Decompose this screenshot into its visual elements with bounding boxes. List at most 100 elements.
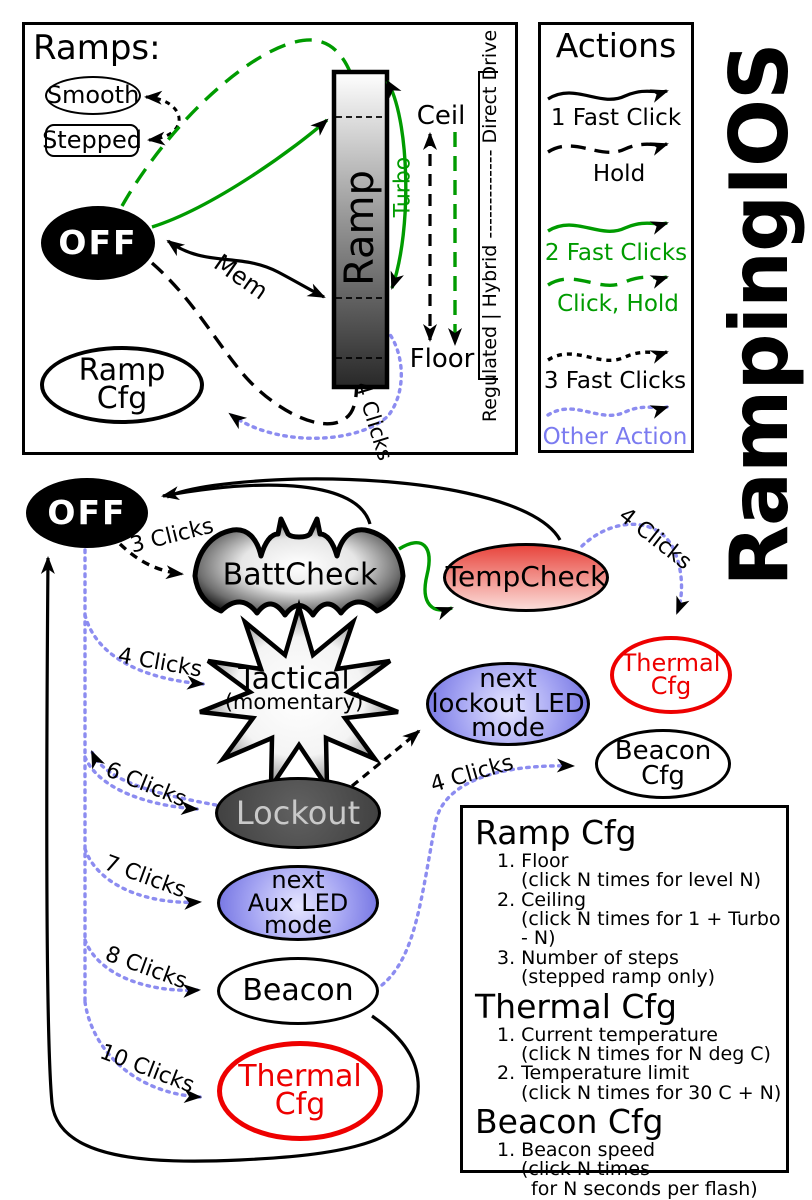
tactical-label: Tactical <box>238 661 350 697</box>
ramps-box-title: Ramps: <box>33 28 161 68</box>
legend-wave-clickhold <box>547 275 669 289</box>
ramp-cfg-line2: Cfg <box>96 381 148 416</box>
state-tempcheck: TempCheck <box>443 543 609 612</box>
arrow-lockout-to-nextlockoutmode <box>350 729 421 788</box>
legend-label-otheraction: Other Action <box>542 424 688 450</box>
state-thermal-cfg-right: Thermal Cfg <box>610 636 732 714</box>
config-heading-thermal: Thermal Cfg <box>475 986 677 1026</box>
legend-label-1fastclick: 1 Fast Click <box>550 105 682 131</box>
state-thermal-cfg-bottom: Thermal Cfg <box>217 1041 383 1141</box>
arrow-turbo-arc <box>385 79 408 290</box>
config-sub: (click N times <box>521 1158 650 1181</box>
arrow-4clicks-off-to-tactical <box>83 613 205 690</box>
state-lockout: Lockout <box>215 777 381 849</box>
arrow-6clicks-off-to-lockout <box>83 755 199 815</box>
legend-label-hold: Hold <box>592 161 646 187</box>
config-item: 2. Ceiling <box>497 888 587 911</box>
state-next-lockout-led-mode: next lockout LED mode <box>426 662 590 746</box>
battcheck-label: BattCheck <box>222 557 378 593</box>
actions-box <box>538 22 694 453</box>
legend-wave-otheraction <box>546 405 669 419</box>
turbo-label: Turbo <box>390 156 416 218</box>
state-beacon: Beacon <box>217 957 379 1025</box>
next-lockout-line1: next <box>479 663 537 694</box>
config-sub: (stepped ramp only) <box>521 966 716 989</box>
arrow-battcheck-to-off <box>161 483 372 525</box>
thermal-cfg-right-line1: Thermal <box>621 649 721 678</box>
thermal-cfg-bottom-line2: Cfg <box>274 1087 326 1122</box>
legend-wave-hold <box>547 142 669 156</box>
config-item: 2. Temperature limit <box>497 1062 690 1085</box>
arrow-10clicks-off-to-thermalcfg <box>83 1000 202 1104</box>
off-top-label: OFF <box>58 223 138 263</box>
config-item: 3. Number of steps <box>497 946 679 969</box>
arrow-4clicks-tempcheck-to-thermalcfg <box>580 522 690 615</box>
beacon-label: Beacon <box>242 972 354 1008</box>
off-bottom-label: OFF <box>47 493 127 533</box>
config-heading-beacon: Beacon Cfg <box>475 1102 664 1142</box>
state-off-bottom: OFF <box>26 478 148 548</box>
arrow-smooth-stepped-toggle <box>144 90 181 146</box>
stepped-label: Stepped <box>42 126 142 155</box>
tactical-sub-label: (momentary) <box>224 690 364 714</box>
drive-axis-label: Regulated | Hybrid ------------- Direct … <box>479 29 501 423</box>
legend-label-3fastclicks: 3 Fast Clicks <box>543 368 687 394</box>
lockout-label: Lockout <box>235 793 361 832</box>
state-beacon-cfg: Beacon Cfg <box>595 729 731 799</box>
ramp-bar <box>331 69 390 390</box>
arrow-2fastclicks-off-to-ceil <box>151 118 329 229</box>
arrow-tempcheck-to-off <box>166 477 562 541</box>
state-ramp-cfg: Ramp Cfg <box>40 346 204 424</box>
next-lockout-line3: mode <box>471 713 545 744</box>
arrow-mem-off-ramp <box>166 239 326 299</box>
page-title: RampingIOS V3 <box>713 43 806 587</box>
config-item: 1. Current temperature <box>497 1023 718 1046</box>
ramp-bar-label: Ramp <box>337 170 383 286</box>
config-box: Ramp Cfg 1. Floor (click N times for lev… <box>460 805 789 1199</box>
battcheck-bat-shape <box>192 516 406 618</box>
arrow-8clicks-off-to-beacon <box>83 938 201 998</box>
thermal-cfg-bottom-line1: Thermal <box>238 1058 362 1094</box>
thermal-cfg-right-line2: Cfg <box>650 672 692 700</box>
ramp-cfg-line1: Ramp <box>78 352 166 388</box>
tactical-star-shape <box>199 598 399 795</box>
floor-label: Floor <box>409 344 475 374</box>
legend-label-clickhold: Click, Hold <box>557 291 679 317</box>
state-smooth: Smooth <box>45 76 141 115</box>
config-item: 1. Beacon speed <box>497 1138 656 1161</box>
legend-wave-1fastclick <box>547 89 669 103</box>
next-lockout-line2: lockout LED <box>431 688 585 719</box>
actions-box-title: Actions <box>555 26 677 65</box>
next-aux-line3: mode <box>263 911 333 940</box>
arrow-4clicks-beacon-to-beaconcfg <box>380 758 575 987</box>
legend-wave-2fastclicks <box>547 221 669 235</box>
beacon-cfg-line1: Beacon <box>614 736 712 767</box>
beacon-cfg-line2: Cfg <box>641 761 685 791</box>
state-off-top: OFF <box>41 206 155 280</box>
state-next-aux-led-mode: next Aux LED mode <box>217 865 379 941</box>
next-aux-line1: next <box>271 865 325 894</box>
arrow-beacon-return-to-off <box>40 556 420 1163</box>
arrow-3clicks-off-to-battcheck <box>118 542 184 580</box>
config-sub: (click N times for 1 + Turbo - N) <box>521 908 781 950</box>
ramps-box <box>22 22 518 455</box>
arrow-2fastclicks-battcheck-to-tempcheck <box>398 541 454 621</box>
config-sub: (click N times for level N) <box>521 869 762 892</box>
smooth-label: Smooth <box>46 81 140 110</box>
legend-label-2fastclicks: 2 Fast Clicks <box>544 240 688 266</box>
config-heading-ramp: Ramp Cfg <box>475 813 637 852</box>
tempcheck-label: TempCheck <box>445 560 607 594</box>
config-sub: for N seconds per flash) <box>531 1177 758 1200</box>
state-stepped: Stepped <box>42 124 142 157</box>
config-sub: (click N times for 30 C + N) <box>521 1081 782 1104</box>
arrow-lockout-back-to-off <box>90 750 218 807</box>
config-sub: (click N times for N deg C) <box>521 1042 771 1065</box>
arrow-hold-off-to-ramp-floor <box>150 261 364 426</box>
ceil-label: Ceil <box>416 101 466 131</box>
legend-wave-3fastclicks <box>547 350 669 364</box>
config-item: 1. Floor <box>497 849 569 872</box>
arrow-clickhold-off-to-ramp-top <box>120 38 363 207</box>
arrow-4clicks-ramp-to-rampcfg <box>228 327 403 440</box>
